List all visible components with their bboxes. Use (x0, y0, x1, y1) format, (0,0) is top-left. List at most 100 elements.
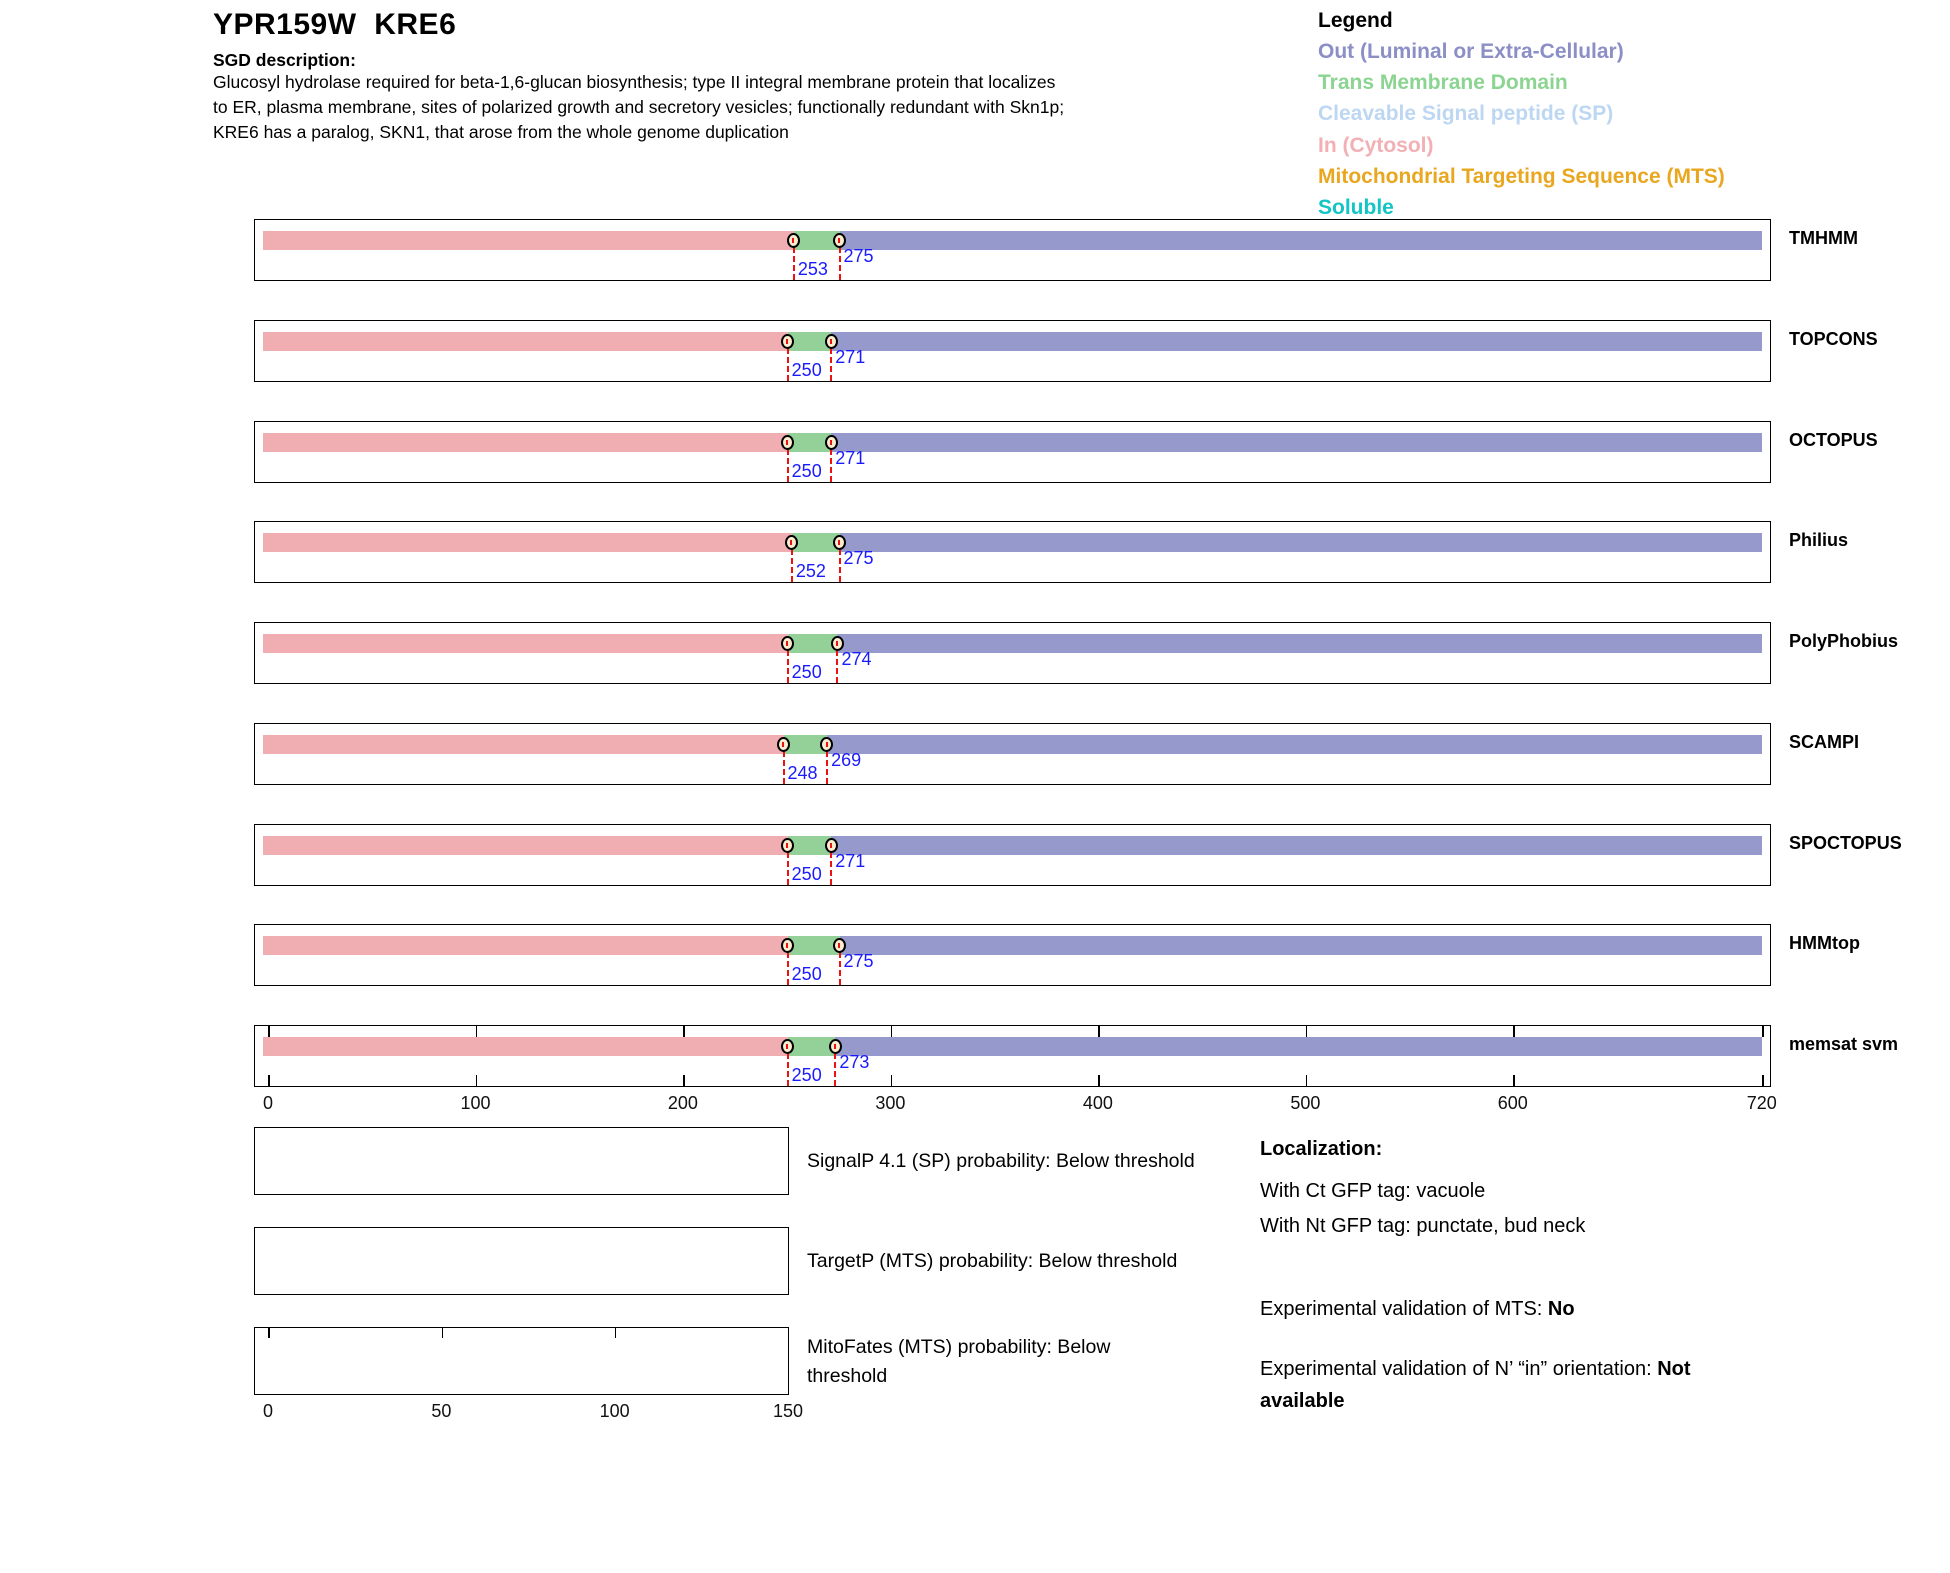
segment-out-luminal (839, 231, 1762, 250)
prediction-track-box: 250 271 (254, 421, 1771, 483)
mitofates-axis-tick (268, 1328, 270, 1338)
tm-boundary-number: 271 (835, 448, 866, 468)
orientation-validation-prefix: Experimental validation of N’ “in” orien… (1260, 1358, 1658, 1380)
mitofates-axis-tick-label: 50 (431, 1401, 452, 1421)
sgd-description-line: KRE6 has a paralog, SKN1, that arose fro… (213, 122, 789, 142)
tm-boundary-line (786, 1053, 789, 1086)
mts-validation-value: No (1547, 1298, 1575, 1320)
segment-out-luminal (837, 634, 1762, 653)
segment-out-luminal (835, 1037, 1762, 1056)
tm-boundary-line (786, 952, 789, 985)
segment-trans-membrane (787, 1037, 836, 1056)
tm-boundary-marker-dash (786, 439, 789, 445)
prediction-track-box: 250 271 (254, 320, 1771, 382)
tm-boundary-number: 248 (787, 763, 818, 783)
axis-tick (890, 1026, 893, 1037)
sgd-description-line: to ER, plasma membrane, sites of polariz… (213, 97, 1065, 117)
legend: Legend Out (Luminal or Extra-Cellular) T… (1318, 5, 1725, 223)
tm-boundary-marker (824, 838, 838, 853)
targetp-panel-label: TargetP (MTS) probability: Below thresho… (807, 1249, 1178, 1272)
segment-out-luminal (831, 836, 1762, 855)
tm-boundary-number: 252 (795, 561, 826, 581)
tm-boundary-marker-dash (835, 640, 838, 646)
page-title: YPR159W KRE6 (213, 8, 457, 41)
tm-boundary-number: 250 (791, 662, 822, 682)
tm-boundary-marker-dash (786, 1043, 789, 1049)
tm-boundary-marker-dash (829, 439, 832, 445)
axis-tick (1098, 1026, 1100, 1037)
tm-boundary-line (786, 852, 789, 885)
tm-boundary-number: 275 (843, 548, 874, 568)
tm-boundary-marker (785, 535, 799, 550)
tm-boundary-number: 271 (835, 347, 866, 367)
tm-boundary-marker-dash (786, 842, 789, 848)
tm-boundary-marker (780, 334, 794, 349)
localization-nt-gfp: With Nt GFP tag: punctate, bud neck (1260, 1215, 1586, 1237)
tm-boundary-number: 250 (791, 1065, 822, 1085)
tm-boundary-line (782, 751, 785, 784)
tm-boundary-number: 250 (791, 864, 822, 884)
tm-boundary-marker (828, 1039, 842, 1054)
segment-trans-membrane (787, 433, 832, 452)
prediction-track-box: 250 273 (254, 1025, 1771, 1087)
tm-boundary-marker-dash (792, 237, 795, 243)
tm-boundary-line (830, 852, 833, 885)
segment-trans-membrane (787, 332, 832, 351)
mitofates-panel (254, 1327, 789, 1395)
legend-item-sp: Cleavable Signal peptide (SP) (1318, 102, 1614, 126)
tm-boundary-marker (824, 435, 838, 450)
mts-validation-prefix: Experimental validation of MTS: (1260, 1298, 1548, 1320)
track-name-label: PolyPhobius (1789, 631, 1899, 651)
tm-boundary-marker-dash (838, 942, 841, 948)
segment-in-cytosol (263, 936, 788, 955)
axis-tick (1098, 1075, 1100, 1086)
mitofates-axis-tick (614, 1328, 617, 1338)
tm-boundary-marker (780, 938, 794, 953)
axis-tick (475, 1026, 478, 1037)
mitofates-panel-label: MitoFates (MTS) probability: Below thres… (807, 1336, 1111, 1387)
tm-boundary-marker (780, 1039, 794, 1054)
tm-boundary-marker (787, 233, 801, 248)
segment-in-cytosol (263, 332, 788, 351)
targetp-panel (254, 1227, 789, 1295)
segment-trans-membrane (787, 634, 838, 653)
orientation-validation: Experimental validation of N’ “in” orien… (1260, 1353, 1780, 1417)
segment-trans-membrane (787, 936, 840, 955)
tm-boundary-line (838, 549, 841, 582)
x-axis-tick-label: 100 (460, 1093, 491, 1113)
tm-boundary-line (786, 348, 789, 381)
tm-boundary-line (826, 751, 829, 784)
segment-trans-membrane (793, 231, 840, 250)
axis-tick (1305, 1026, 1308, 1037)
segment-trans-membrane (787, 836, 832, 855)
mitofates-axis-tick-label: 100 (599, 1401, 630, 1421)
tm-boundary-line (838, 952, 841, 985)
mitofates-axis-tick-label: 0 (262, 1401, 274, 1421)
track-name-label: memsat svm (1789, 1034, 1899, 1054)
prediction-track-box: 250 274 (254, 622, 1771, 684)
segment-in-cytosol (263, 231, 794, 250)
tm-boundary-line (786, 650, 789, 683)
tm-boundary-marker-dash (829, 842, 832, 848)
axis-tick (1305, 1075, 1308, 1086)
tm-boundary-number: 250 (791, 964, 822, 984)
tm-boundary-line (792, 247, 795, 280)
tm-boundary-number: 274 (841, 649, 872, 669)
tm-boundary-line (830, 449, 833, 482)
axis-tick (1513, 1075, 1515, 1086)
track-name-label: OCTOPUS (1789, 430, 1878, 450)
mitofates-axis-tick-label: 150 (772, 1401, 804, 1421)
prediction-track-box: 253 275 (254, 219, 1771, 281)
track-name-label: SPOCTOPUS (1789, 833, 1902, 853)
x-axis-tick-label: 200 (667, 1093, 698, 1113)
axis-tick (1513, 1026, 1515, 1037)
tm-boundary-number: 273 (839, 1052, 870, 1072)
tm-boundary-marker-dash (782, 741, 784, 747)
localization-ct-gfp: With Ct GFP tag: vacuole (1260, 1180, 1486, 1202)
legend-title: Legend (1318, 9, 1393, 32)
legend-item-out: Out (Luminal or Extra-Cellular) (1318, 40, 1624, 63)
axis-tick (890, 1075, 893, 1086)
segment-in-cytosol (263, 533, 792, 552)
tm-boundary-marker (820, 737, 834, 752)
